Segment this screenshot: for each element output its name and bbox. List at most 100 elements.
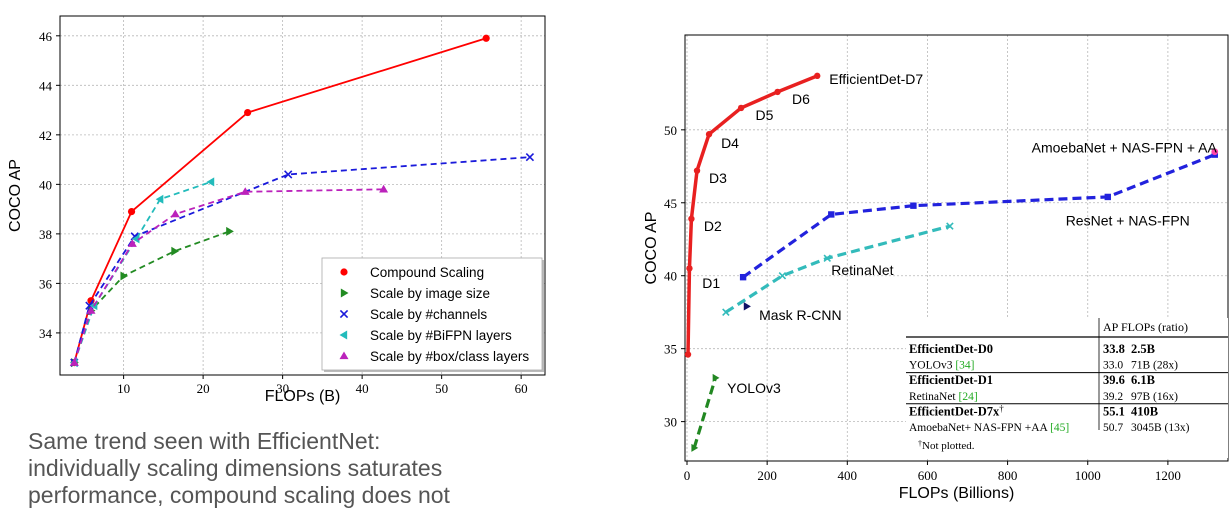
x-tick-label: 200: [757, 468, 777, 483]
annotation-retinanet: RetinaNet: [831, 262, 893, 278]
right-axes: 0 200 400 600 800 1000 1200 30 35 40 45 50: [664, 34, 1229, 483]
annotation-efficientdet-d7: EfficientDet-D7: [829, 71, 923, 87]
series-line: [73, 188, 384, 363]
series-scale-by-bifpn-layers: [69, 177, 215, 368]
legend-marker: [340, 268, 348, 276]
comparison-table: AP FLOPs (ratio) EfficientDet-D0 33.8 2.5B YO…: [906, 318, 1228, 458]
table-row: AmoebaNet+ NAS-FPN +AA [45] 50.7 3045B (13…: [909, 422, 1190, 434]
data-point: [712, 373, 720, 382]
series-line: [692, 377, 717, 449]
annotation-d1: D1: [702, 275, 720, 291]
data-point: [127, 207, 136, 216]
x-tick-label: 60: [515, 381, 528, 396]
y-tick-label: 35: [664, 342, 677, 357]
x-tick-label: 20: [197, 381, 210, 396]
legend-entry-scale-by-bifpn-layers: Scale by #BiFPN layers: [370, 328, 512, 343]
data-point: [691, 443, 699, 452]
data-point: [284, 170, 293, 179]
table-cell-model: EfficientDet-D1: [909, 373, 993, 387]
y-tick-label: 40: [39, 177, 52, 192]
legend-entry-scale-by-image-size: Scale by image size: [370, 286, 490, 301]
table-cell-model: AmoebaNet+ NAS-FPN +AA [45]: [909, 422, 1069, 434]
annotation-resnet-nas-fpn: ResNet + NAS-FPN: [1066, 212, 1190, 228]
data-point: [778, 271, 787, 280]
y-tick-label: 36: [39, 276, 53, 291]
caption-line-2: individually scaling dimensions saturate…: [28, 455, 443, 481]
legend-entry-scale-by-box-class-layers: Scale by #box/class layers: [370, 349, 529, 364]
point-amoebanet-nas-fpn-aa: [1211, 148, 1219, 156]
x-tick-label: 600: [918, 468, 938, 483]
table-row: EfficientDet-D7x† 55.1 410B: [909, 403, 1158, 418]
left-chart: 10 20 30 40 50 60 34 36 38 40 42 44 46 FLOPs (B) COCO …: [7, 15, 546, 405]
series-line: [686, 74, 818, 355]
series-line: [73, 230, 230, 363]
x-tick-label: 0: [684, 468, 691, 483]
data-point: [379, 184, 389, 193]
right-x-axis-label: FLOPs (Billions): [899, 485, 1015, 502]
table-cell-flops: 410B: [1131, 404, 1158, 418]
table-cell-flops: 71B (28x): [1131, 360, 1178, 372]
data-point: [705, 131, 713, 138]
table-cell-model: RetinaNet [24]: [909, 391, 978, 403]
x-tick-label: 800: [998, 468, 1018, 483]
series-scale-by-box-class-layers: [69, 184, 389, 366]
y-tick-label: 38: [39, 227, 52, 242]
data-point: [910, 202, 917, 209]
series-scale-by-image-size: [71, 226, 234, 368]
legend-marker: [339, 309, 349, 319]
table-cell-model: YOLOv3 [34]: [909, 360, 975, 372]
data-point: [722, 308, 730, 316]
legend-marker: [340, 288, 349, 298]
table-cell-flops: 3045B (13x): [1131, 422, 1190, 434]
annotation-mask-r-cnn: Mask R-CNN: [759, 307, 841, 323]
data-point: [814, 72, 821, 80]
y-tick-label: 50: [664, 123, 677, 138]
caption-line-3: performance, compound scaling does not: [28, 482, 450, 508]
data-point: [86, 306, 96, 314]
x-tick-label: 400: [838, 468, 858, 483]
table-row: YOLOv3 [34] 33.0 71B (28x): [909, 360, 1178, 372]
caption-line-1: Same trend seen with EfficientNet:: [28, 428, 381, 454]
annotation-amoebanet-nas-fpn-aa: AmoebaNet + NAS-FPN + AA: [1032, 139, 1218, 155]
x-tick-label: 50: [435, 381, 448, 396]
legend-marker: [339, 330, 348, 340]
series-yolov3: [691, 373, 720, 452]
data-point: [170, 209, 180, 218]
annotation-d2: D2: [704, 218, 722, 234]
series-line: [73, 181, 212, 363]
annotation-yolov3: YOLOv3: [727, 380, 781, 396]
data-point: [127, 239, 137, 247]
data-point: [171, 246, 179, 256]
table-cell-model: EfficientDet-D7x†: [909, 403, 1004, 418]
data-point: [226, 226, 234, 236]
table-cell-ap: 33.0: [1103, 360, 1123, 372]
y-tick-label: 44: [39, 78, 53, 93]
series-line: [725, 224, 951, 314]
data-point: [206, 177, 215, 187]
data-point: [525, 152, 535, 162]
table-cell-flops: 97B (16x): [1131, 391, 1178, 403]
series-retinanet: [722, 222, 954, 316]
data-point: [774, 88, 781, 96]
data-point: [686, 265, 693, 272]
data-point: [155, 194, 164, 204]
table-header-ap: AP: [1103, 320, 1119, 334]
table-cell-flops: 6.1B: [1131, 373, 1155, 387]
data-point: [1104, 193, 1111, 201]
right-chart: 0 200 400 600 800 1000 1200 30 35 40 45 50 FLOPs (Bi…: [643, 34, 1229, 502]
table-footnote: †Not plotted.: [918, 439, 975, 452]
x-tick-label: 10: [117, 381, 130, 396]
table-row: RetinaNet [24] 39.2 97B (16x): [909, 391, 1178, 403]
point-mask-r-cnn: [743, 302, 751, 311]
annotation-d5: D5: [756, 107, 774, 123]
data-point: [131, 234, 140, 244]
series-efficientdet: [684, 72, 821, 358]
annotation-d4: D4: [721, 135, 739, 151]
legend-marker: [339, 351, 349, 360]
y-tick-label: 45: [664, 196, 677, 211]
y-tick-label: 42: [39, 128, 52, 143]
data-point: [482, 34, 490, 42]
x-tick-label: 1000: [1075, 468, 1101, 483]
table-cell-model: EfficientDet-D0: [909, 342, 993, 356]
data-point: [244, 108, 252, 117]
